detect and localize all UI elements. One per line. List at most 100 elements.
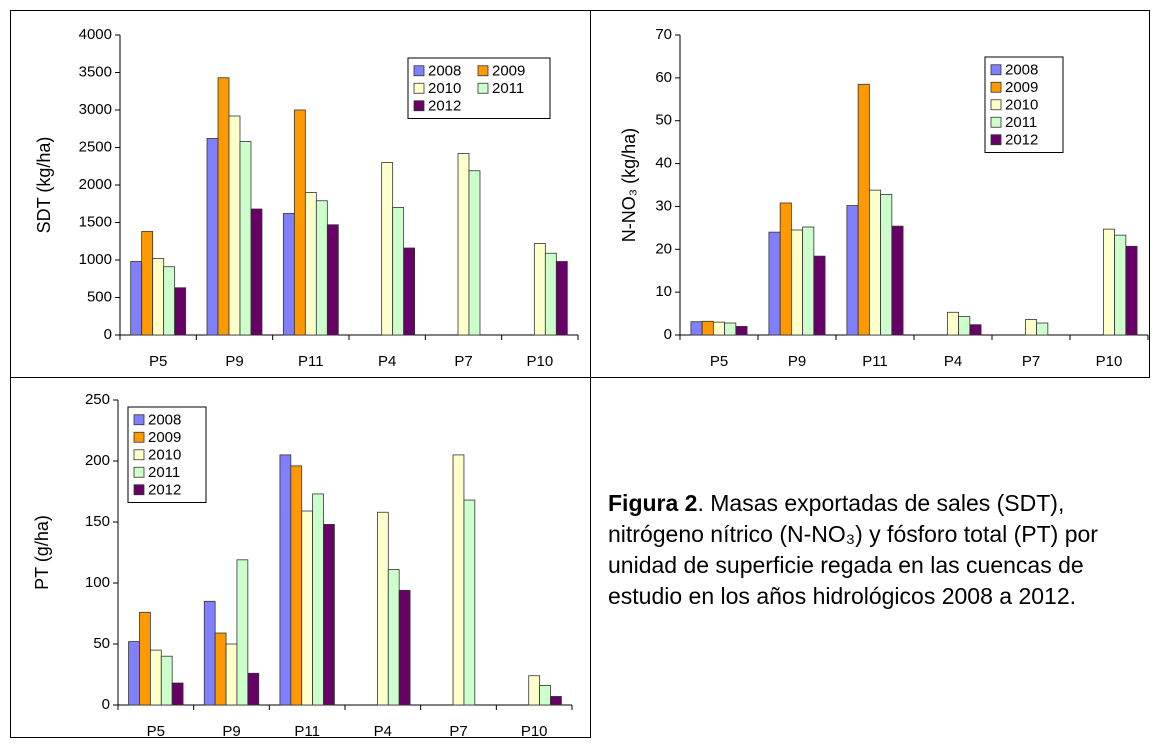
bar <box>171 682 184 706</box>
bar <box>387 569 400 706</box>
legend-swatch <box>133 484 145 496</box>
legend-swatch <box>990 116 1002 128</box>
bar <box>1125 245 1138 336</box>
bar <box>323 524 335 706</box>
legend-label: 2008 <box>148 412 181 429</box>
bar <box>724 322 737 336</box>
y-axis-title: SDT (kg/ha) <box>34 137 54 234</box>
bar <box>813 255 826 336</box>
bar <box>550 696 562 706</box>
legend-label: 2010 <box>148 447 181 464</box>
bar <box>149 649 162 706</box>
bar <box>174 287 187 336</box>
bar <box>381 162 394 336</box>
bar <box>217 77 230 336</box>
x-tick-label: P5 <box>710 353 728 370</box>
bar <box>293 109 306 336</box>
legend-swatch <box>990 81 1002 93</box>
bar <box>457 153 470 336</box>
legend-swatch <box>133 466 145 478</box>
y-tick-label: 200 <box>85 452 110 469</box>
bar <box>555 261 568 336</box>
y-tick-label: 10 <box>655 283 672 300</box>
y-tick-label: 3000 <box>79 101 112 118</box>
legend-label: 2011 <box>1005 114 1037 131</box>
y-axis-title: PT (g/ha) <box>32 515 52 590</box>
bar <box>452 454 465 706</box>
bar <box>528 675 541 706</box>
legend-label: 2011 <box>492 80 524 97</box>
x-tick-label: P10 <box>521 723 548 740</box>
y-tick-label: 20 <box>655 240 672 257</box>
bar <box>228 115 241 336</box>
legend-label: 2012 <box>148 482 181 499</box>
bar <box>279 454 292 706</box>
legend-label: 2008 <box>428 63 461 80</box>
bar <box>326 224 339 336</box>
caption-label: Figura 2 <box>608 490 698 516</box>
legend-label: 2010 <box>428 80 461 97</box>
legend-label: 2011 <box>148 464 180 481</box>
x-tick-label: P7 <box>449 723 467 740</box>
bar <box>236 559 249 706</box>
x-tick-label: P10 <box>1096 353 1123 370</box>
bar <box>539 685 551 706</box>
bar <box>398 589 411 706</box>
x-tick-label: P5 <box>147 723 165 740</box>
bar <box>376 511 389 706</box>
bar <box>128 641 140 706</box>
x-tick-label: P9 <box>222 723 240 740</box>
bar <box>392 207 405 336</box>
bar <box>846 205 859 336</box>
bar <box>247 672 260 706</box>
bar <box>139 611 151 706</box>
legend-swatch <box>477 65 489 77</box>
bar <box>868 189 882 336</box>
y-tick-label: 150 <box>85 513 110 530</box>
legend-swatch <box>990 99 1002 111</box>
bar <box>239 141 252 336</box>
bar <box>468 170 481 336</box>
y-tick-label: 2500 <box>79 138 112 155</box>
bar <box>735 326 748 336</box>
legend-swatch <box>413 100 425 112</box>
bar <box>304 192 317 336</box>
x-tick-label: P7 <box>1022 353 1040 370</box>
bar <box>891 225 904 336</box>
frame-top <box>10 10 1150 378</box>
legend-label: 2012 <box>428 98 461 115</box>
bar <box>1114 234 1127 336</box>
bar <box>969 324 982 336</box>
bar <box>206 138 219 336</box>
x-tick-label: P11 <box>862 353 888 370</box>
y-tick-label: 500 <box>87 288 112 305</box>
bar <box>463 499 476 706</box>
legend-swatch <box>413 65 425 77</box>
y-tick-label: 100 <box>85 574 110 591</box>
y-tick-label: 250 <box>85 391 110 408</box>
x-tick-label: P4 <box>944 353 962 370</box>
bar <box>544 252 557 336</box>
x-tick-label: P9 <box>225 353 243 370</box>
y-tick-label: 2000 <box>79 176 112 193</box>
legend-swatch <box>477 82 489 94</box>
legend-label: 2009 <box>1005 79 1038 96</box>
x-tick-label: P7 <box>454 353 472 370</box>
x-tick-label: P9 <box>788 353 806 370</box>
y-tick-label: 50 <box>655 112 672 129</box>
bar <box>403 247 416 336</box>
x-tick-label: P4 <box>374 723 392 740</box>
y-tick-label: 0 <box>102 696 110 713</box>
legend-label: 2008 <box>1005 62 1038 79</box>
bar <box>301 510 314 706</box>
bar <box>712 321 726 336</box>
bar <box>1102 228 1116 336</box>
x-tick-label: P5 <box>149 353 167 370</box>
bar <box>533 243 546 336</box>
bar <box>768 231 781 336</box>
legend-label: 2012 <box>1005 132 1038 149</box>
x-tick-label: P11 <box>298 353 324 370</box>
bar <box>160 655 173 706</box>
bar <box>250 208 263 336</box>
bar <box>203 600 216 706</box>
